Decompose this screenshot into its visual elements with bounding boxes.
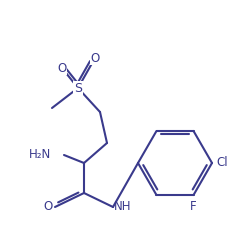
Text: O: O — [90, 52, 100, 64]
Text: F: F — [190, 200, 197, 213]
Text: H₂N: H₂N — [29, 149, 51, 161]
Text: Cl: Cl — [216, 156, 228, 170]
Text: S: S — [74, 82, 82, 94]
Text: O: O — [57, 61, 67, 75]
Text: NH: NH — [114, 201, 132, 213]
Text: O: O — [44, 201, 53, 213]
